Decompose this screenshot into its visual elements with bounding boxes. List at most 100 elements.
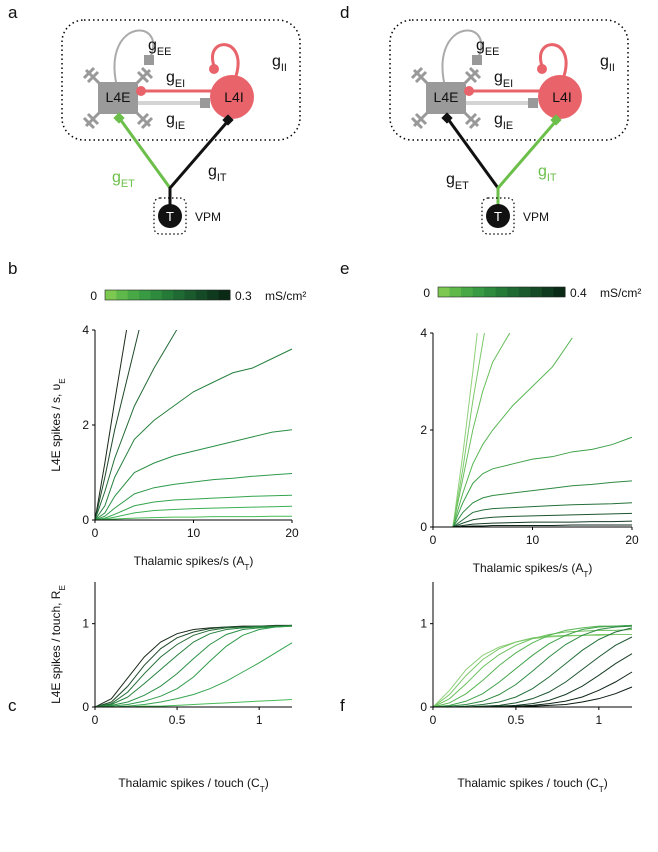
y-tick-label: 4 [82,323,89,337]
subscript: EI [175,78,185,90]
x-tick-label: 0.5 [508,713,525,727]
series-line [95,505,293,520]
label-part: g [494,111,503,128]
label-part: ) [265,776,269,790]
subscript: IE [175,120,185,132]
vpm-box [481,197,515,235]
node-label: T [166,209,174,224]
y-tick-label: 1 [82,617,89,631]
ee-synapse [144,55,154,65]
label-part: g [446,171,455,188]
ei-synapse [136,86,146,96]
node-label: L4E [106,89,131,105]
series-line [433,333,511,527]
y-tick-label: 4 [420,326,427,340]
series-line [95,642,293,707]
ii-loop [211,43,240,77]
subscript: T [244,563,249,572]
dendrites [410,66,482,130]
conductance-label: gET [112,169,135,190]
series-line [433,333,478,527]
series-line [95,472,293,520]
colorbar-segment [127,290,140,300]
series-line [433,624,633,707]
colorbar-segment [541,287,554,297]
l4i-node [538,75,582,119]
region-label: VPM [195,210,221,224]
colorbar-segment [150,290,163,300]
colorbar-unit: mS/cm² [265,289,306,303]
x-tick-label: 10 [526,533,540,547]
subscript: II [281,62,287,74]
series-line [95,624,293,707]
colorbar-min: 0 [90,289,97,303]
ee-synapse [472,55,482,65]
label-part: Thalamic spikes/s (A [134,554,245,568]
series-line [433,629,633,707]
series-line [95,330,128,520]
series-line [433,686,633,707]
label-part: ) [604,776,608,790]
subscript: IE [503,120,513,132]
colorbar-max: 0.4 [570,286,587,300]
subscript: II [609,62,615,74]
series-line [95,348,293,520]
subscript: ET [121,178,135,190]
panel-letter: e [340,259,349,278]
conductance-label: gEI [494,69,513,90]
x-axis-label: Thalamic spikes/s (AT) [134,554,254,572]
subscript: EI [503,78,513,90]
subscript: T [599,785,604,794]
x-tick-label: 20 [625,533,639,547]
subscript: EE [485,46,500,58]
ee-loop [441,29,483,83]
colorbar-segment [139,290,151,300]
colorbar-segment [218,290,231,300]
conductance-label: gII [600,53,615,74]
conductance-label: gIT [208,163,227,184]
node-label: L4I [552,89,571,105]
colorbar-segment [507,287,520,297]
node-label: L4I [224,89,243,105]
label-part: g [208,163,217,180]
colorbar-segment [449,287,462,297]
cortex-box [61,19,301,141]
label-part: Thalamic spikes/s (A [473,561,584,575]
chart: c 0 1 0 0.5 1 Thalamic spikes / touch (CT) L4E … [8,582,293,794]
node-label: L4E [434,89,459,105]
subscript: T [260,785,265,794]
label-part: g [166,111,175,128]
series-line [95,330,140,520]
x-axis-label: Thalamic spikes / touch (CT) [457,776,607,794]
ee-loop [113,29,155,83]
y-tick-label: 2 [82,418,89,432]
label-part: g [112,169,121,186]
vpm-box [153,197,187,235]
series-line [433,337,573,527]
colorbar-max: 0.3 [235,289,252,303]
series-line [95,625,292,707]
y-tick-label: 0 [420,700,427,714]
panel-letter: d [340,3,349,22]
series-line [433,636,633,707]
x-tick-label: 0 [430,713,437,727]
x-tick-label: 1 [256,713,263,727]
series-line [433,653,633,707]
series-line [433,625,633,707]
series-line [433,671,633,707]
x-tick-label: 20 [285,526,299,540]
circuit-diagram: d L4E L4I T VPM gEE gEI gII gIE gET [340,3,629,235]
x-tick-label: 0.5 [169,713,186,727]
label-part: ) [249,554,253,568]
colorbar-frame [104,289,231,301]
x-tick-label: 1 [595,713,602,727]
colorbar-segment [461,287,474,297]
series-line [433,624,633,707]
t-node [158,204,182,228]
region-label: VPM [523,210,549,224]
colorbar-segment [161,290,174,300]
ie-synapse [200,98,210,108]
series-line [95,699,293,707]
